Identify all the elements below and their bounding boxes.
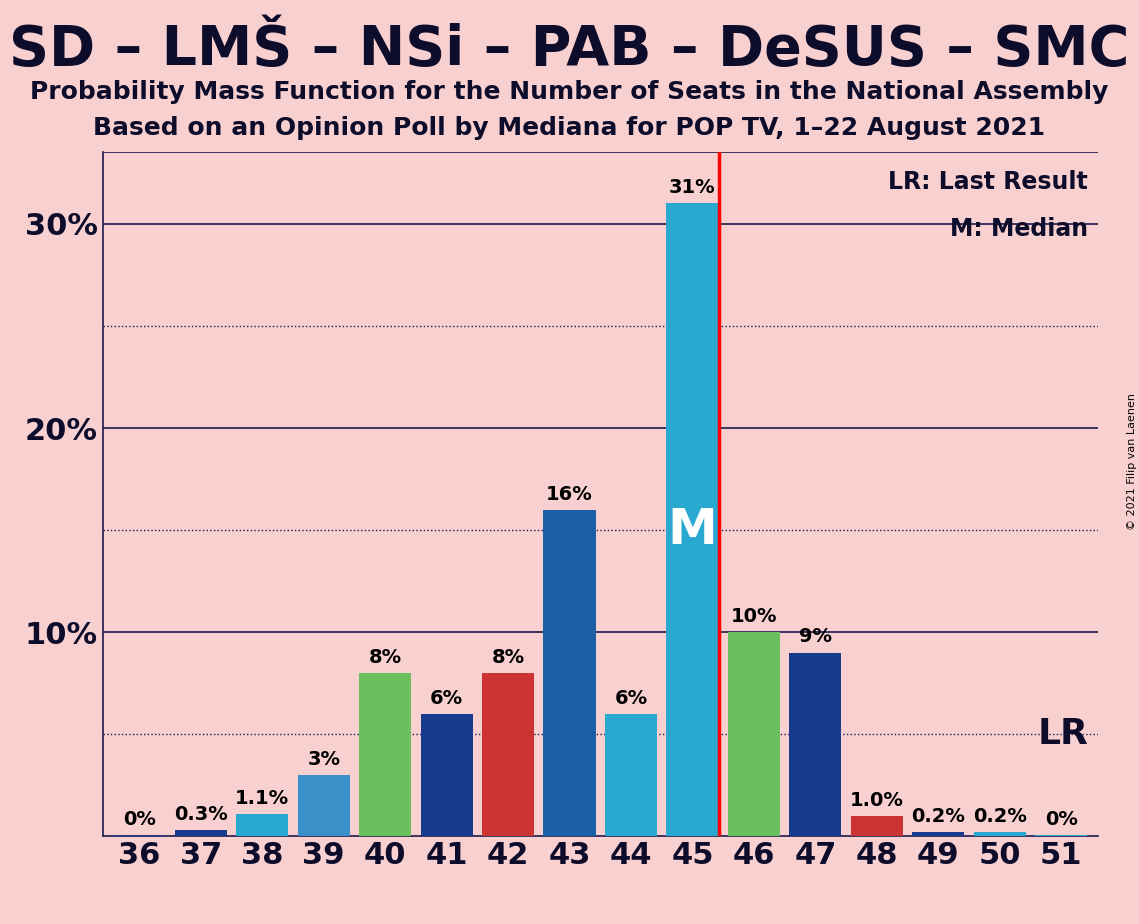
Text: © 2021 Filip van Laenen: © 2021 Filip van Laenen (1126, 394, 1137, 530)
Text: LR: LR (1038, 717, 1088, 750)
Text: 0%: 0% (123, 810, 156, 829)
Bar (482, 673, 534, 836)
Bar (851, 816, 903, 836)
Bar (543, 510, 596, 836)
Bar (236, 814, 288, 836)
Text: 16%: 16% (547, 484, 593, 504)
Text: 1.0%: 1.0% (850, 791, 903, 809)
Text: 3%: 3% (308, 750, 341, 769)
Text: 0.2%: 0.2% (973, 807, 1026, 826)
Text: 31%: 31% (669, 178, 715, 198)
Text: 10%: 10% (730, 607, 777, 626)
Text: M: M (667, 506, 718, 554)
Bar (113, 835, 165, 836)
Text: LR: Last Result: LR: Last Result (888, 170, 1088, 193)
Bar (174, 830, 227, 836)
Text: Probability Mass Function for the Number of Seats in the National Assembly: Probability Mass Function for the Number… (31, 80, 1108, 104)
Bar (605, 713, 657, 836)
Text: 0.3%: 0.3% (174, 805, 228, 824)
Text: 8%: 8% (369, 648, 402, 667)
Text: SD – LMŠ – NSi – PAB – DeSUS – SMC: SD – LMŠ – NSi – PAB – DeSUS – SMC (9, 23, 1130, 77)
Bar (1035, 835, 1088, 836)
Bar (974, 833, 1026, 836)
Bar (789, 652, 842, 836)
Text: 6%: 6% (431, 688, 464, 708)
Text: 6%: 6% (614, 688, 648, 708)
Bar (359, 673, 411, 836)
Text: 0.2%: 0.2% (911, 807, 965, 826)
Text: M: Median: M: Median (950, 217, 1088, 241)
Text: 0%: 0% (1044, 810, 1077, 829)
Text: Based on an Opinion Poll by Mediana for POP TV, 1–22 August 2021: Based on an Opinion Poll by Mediana for … (93, 116, 1046, 140)
Bar (728, 632, 780, 836)
Bar (420, 713, 473, 836)
Text: 1.1%: 1.1% (236, 789, 289, 808)
Text: 8%: 8% (492, 648, 525, 667)
Bar (297, 775, 350, 836)
Bar (912, 833, 965, 836)
Text: 9%: 9% (798, 627, 831, 647)
Bar (666, 203, 719, 836)
